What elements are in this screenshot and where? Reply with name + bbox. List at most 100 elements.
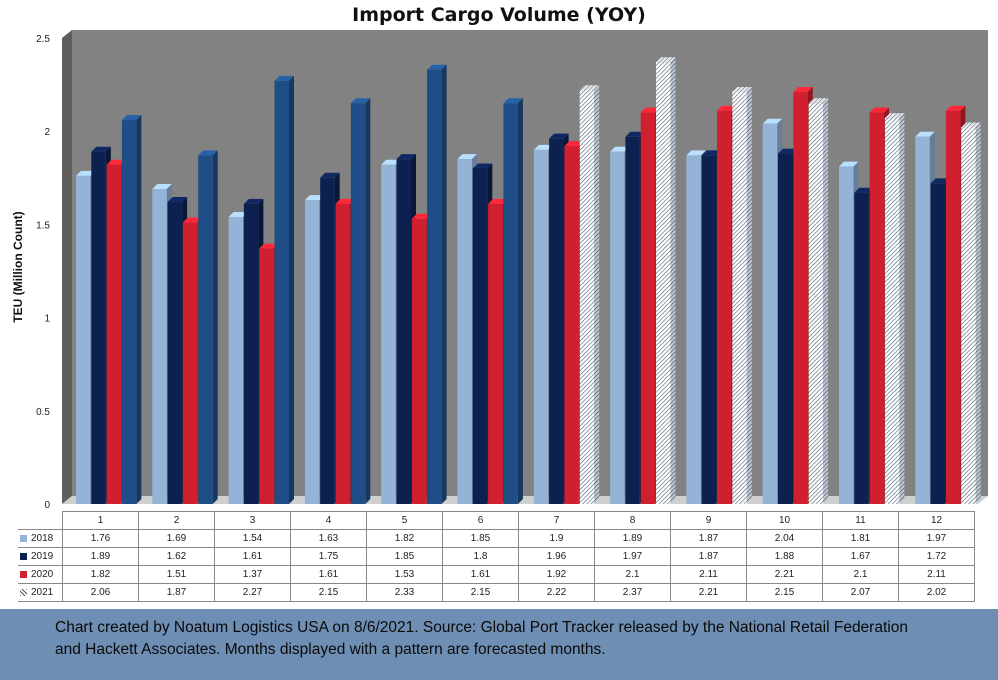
bar-side-face [670,57,676,505]
bar-top-face [304,195,325,201]
bar-front-face [686,155,701,504]
bar-top-face [640,107,661,113]
table-cell-value: 2.21 [746,565,823,584]
table-cell-value: 1.97 [898,529,975,548]
bar-front-face [869,112,885,504]
bar-front-face [854,192,869,504]
table-cell-value: 2.04 [746,529,823,548]
table-category-label: 2 [138,511,215,530]
bar-top-face [396,154,416,160]
table-cell-value: 1.85 [442,529,519,548]
bar-top-face [381,159,401,165]
bar-top-face [457,154,477,160]
table-cell-value: 1.53 [366,565,443,584]
bar-front-face [152,188,167,504]
bar-front-face [320,177,335,505]
bar-top-face [76,170,96,176]
bar-side-face [975,122,981,505]
bar-2021-month-11 [884,113,905,504]
legend-key-2019: 2019 [18,547,63,566]
table-cell-value: 1.89 [62,547,139,566]
bar-front-face [106,164,122,504]
table-cell-value: 2.11 [898,565,975,584]
bar-side-face [594,85,600,504]
table-row: 2019 1.89 1.62 1.61 1.75 1.85 1.8 1.96 1.97 1.87 1… [18,547,975,566]
bar-front-face [488,203,503,504]
table-cell-value: 1.62 [138,547,215,566]
bar-front-face [91,151,106,505]
table-cell-value: 1.81 [822,529,899,548]
table-category-label: 8 [594,511,671,530]
bar-top-face [717,105,737,111]
bar-top-face [869,107,890,113]
chart-title: Import Cargo Volume (YOY) [352,4,646,26]
bar-front-face [961,127,976,505]
table-cell-value: 2.27 [214,583,291,602]
bar-2021-month-2 [198,150,218,504]
bar-front-face [732,92,747,504]
table-category-label: 10 [746,511,823,530]
bar-top-face [701,150,722,156]
table-cell-value: 2.22 [518,583,595,602]
legend-series-name: 2018 [31,533,54,544]
bar-2021-month-5 [427,64,447,505]
bar-2021-month-3 [274,75,294,504]
bar-front-face [198,155,213,504]
table-cell-value: 1.85 [366,547,443,566]
table-cell-value: 2.02 [898,583,975,602]
bar-top-face [533,144,554,150]
bar-top-face [152,183,172,189]
bar-front-face [640,112,656,504]
bar-side-face [746,87,752,504]
bar-2021-month-12 [961,122,981,505]
y-tick-label: 2.5 [36,34,50,45]
bar-top-face [915,131,935,137]
bar-front-face [503,103,518,505]
bar-top-face [427,64,447,70]
bar-side-face [136,115,142,505]
table-cell-value: 1.88 [746,547,823,566]
bar-front-face [243,203,259,504]
bar-top-face [686,150,706,156]
bar-side-face [441,64,447,505]
legend-key-2021: 2021 [18,583,63,602]
bar-top-face [121,115,142,121]
table-category-label: 11 [822,511,899,530]
table-category-label: 9 [670,511,747,530]
bar-top-face [762,118,783,124]
bar-top-face [961,122,981,128]
bar-front-face [304,200,320,504]
bar-top-face [91,146,111,152]
side-wall [62,30,72,504]
bar-front-face [167,202,183,505]
bar-front-face [930,183,946,504]
bar-front-face [259,248,274,504]
bar-front-face [533,149,549,504]
table-row: 2018 1.76 1.69 1.54 1.63 1.82 1.85 1.9 1.89 1.87 2… [18,529,975,548]
bar-2021-month-6 [503,98,523,505]
footer-line-2: and Hackett Associates. Months displayed… [55,641,606,658]
table-cell-value: 1.82 [366,529,443,548]
bar-top-face [167,197,188,203]
legend-series-name: 2020 [31,569,54,580]
table-cell-value: 1.87 [670,529,747,548]
bar-front-face [762,123,778,504]
bar-front-face [717,110,732,505]
table-category-label: 5 [366,511,443,530]
bar-front-face [610,151,625,505]
bar-front-face [457,159,472,504]
bar-top-face [259,243,279,249]
table-cell-value: 2.33 [366,583,443,602]
table-cell-value: 1.67 [822,547,899,566]
bar-side-face [899,113,905,504]
table-cell-value: 1.87 [138,583,215,602]
bar-front-face [778,153,793,504]
bar-side-face [823,98,829,505]
table-cell-value: 1.75 [290,547,367,566]
bar-top-face [854,187,874,193]
table-cell-value: 1.76 [62,529,139,548]
legend-series-name: 2021 [31,587,54,598]
table-cell-value: 1.87 [670,547,747,566]
table-cell-value: 1.51 [138,565,215,584]
bar-top-face [411,213,432,219]
